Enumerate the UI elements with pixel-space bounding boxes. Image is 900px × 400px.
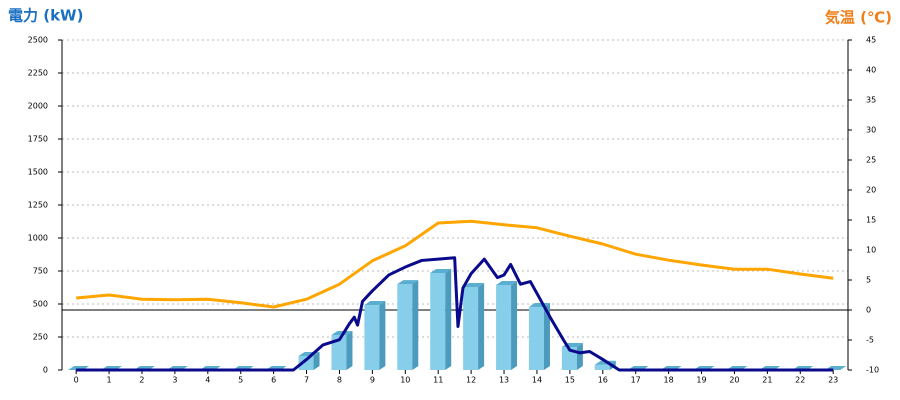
bar-front: [298, 356, 314, 370]
bar-top: [430, 268, 452, 273]
y-tick-label: 1000: [28, 234, 48, 243]
x-tick-label: 2: [139, 376, 144, 385]
bar-top: [496, 280, 518, 285]
y2-tick-label: 5: [866, 276, 871, 285]
line: [76, 219, 834, 309]
x-tick-label: 4: [205, 376, 210, 385]
bar-front: [430, 272, 446, 370]
x-tick-label: 20: [729, 376, 739, 385]
y-tick-label: 750: [33, 267, 48, 276]
bar-side: [478, 282, 485, 370]
y2-tick-label: -5: [866, 336, 874, 345]
y-tick-label: 2250: [28, 69, 48, 78]
x-tick-label: 19: [696, 376, 706, 385]
y-tick-label: 2500: [28, 36, 48, 45]
bar-top: [397, 280, 419, 285]
y-tick-label: 0: [43, 366, 48, 375]
bar-top: [463, 282, 485, 287]
x-tick-label: 16: [598, 376, 608, 385]
y-tick-label: 250: [33, 333, 48, 342]
x-tick-label: 9: [370, 376, 375, 385]
bar: [496, 280, 518, 370]
bar-side: [379, 301, 386, 370]
x-tick-label: 10: [400, 376, 410, 385]
x-tick-label: 17: [631, 376, 641, 385]
bar: [298, 352, 320, 370]
x-tick-label: 15: [565, 376, 575, 385]
x-tick-label: 1: [107, 376, 112, 385]
y-tick-label: 500: [33, 300, 48, 309]
bar-front: [496, 284, 512, 370]
x-tick-label: 11: [433, 376, 443, 385]
y2-tick-label: 30: [866, 126, 876, 135]
bar-side: [511, 280, 518, 370]
x-tick-label: 22: [795, 376, 805, 385]
bar-front: [528, 307, 544, 370]
bar: [528, 303, 550, 370]
bar-front: [397, 284, 413, 370]
y-tick-label: 2000: [28, 102, 48, 111]
bar-side: [543, 303, 550, 370]
x-tick-label: 21: [762, 376, 772, 385]
y2-tick-label: 20: [866, 186, 876, 195]
x-tick-label: 7: [304, 376, 309, 385]
right-axis-title: 気温 (℃): [825, 9, 892, 27]
x-tick-label: 8: [337, 376, 342, 385]
bar-front: [594, 364, 610, 370]
x-tick-label: 0: [74, 376, 79, 385]
bar-front: [331, 335, 347, 370]
y2-tick-label: 40: [866, 66, 876, 75]
y2-tick-label: 10: [866, 246, 876, 255]
x-tick-label: 12: [466, 376, 476, 385]
line: [76, 256, 834, 372]
x-tick-label: 23: [828, 376, 838, 385]
x-tick-label: 13: [499, 376, 509, 385]
bar: [561, 343, 583, 370]
bar-side: [313, 352, 320, 370]
bar-side: [346, 331, 353, 370]
bar: [463, 282, 485, 370]
y-tick-label: 1500: [28, 168, 48, 177]
y-tick-label: 1250: [28, 201, 48, 210]
bar-front: [463, 286, 479, 370]
bar-front: [561, 347, 577, 370]
y2-tick-label: 0: [866, 306, 871, 315]
x-tick-label: 6: [271, 376, 276, 385]
bar-top: [364, 301, 386, 306]
y2-tick-label: 45: [866, 36, 876, 45]
bar-side: [576, 343, 583, 370]
y2-tick-label: -10: [866, 366, 879, 375]
bar-front: [364, 305, 380, 370]
left-axis-title: 電力 (kW): [8, 7, 83, 25]
x-tick-label: 14: [532, 376, 542, 385]
bar: [364, 301, 386, 370]
bar: [430, 268, 452, 370]
y2-tick-label: 15: [866, 216, 876, 225]
bar-side: [412, 280, 419, 370]
y-tick-label: 1750: [28, 135, 48, 144]
x-tick-label: 5: [238, 376, 243, 385]
y2-tick-label: 25: [866, 156, 876, 165]
y2-tick-label: 35: [866, 96, 876, 105]
x-tick-label: 18: [664, 376, 674, 385]
bar-side: [445, 268, 452, 370]
bar: [397, 280, 419, 370]
x-tick-label: 3: [172, 376, 177, 385]
